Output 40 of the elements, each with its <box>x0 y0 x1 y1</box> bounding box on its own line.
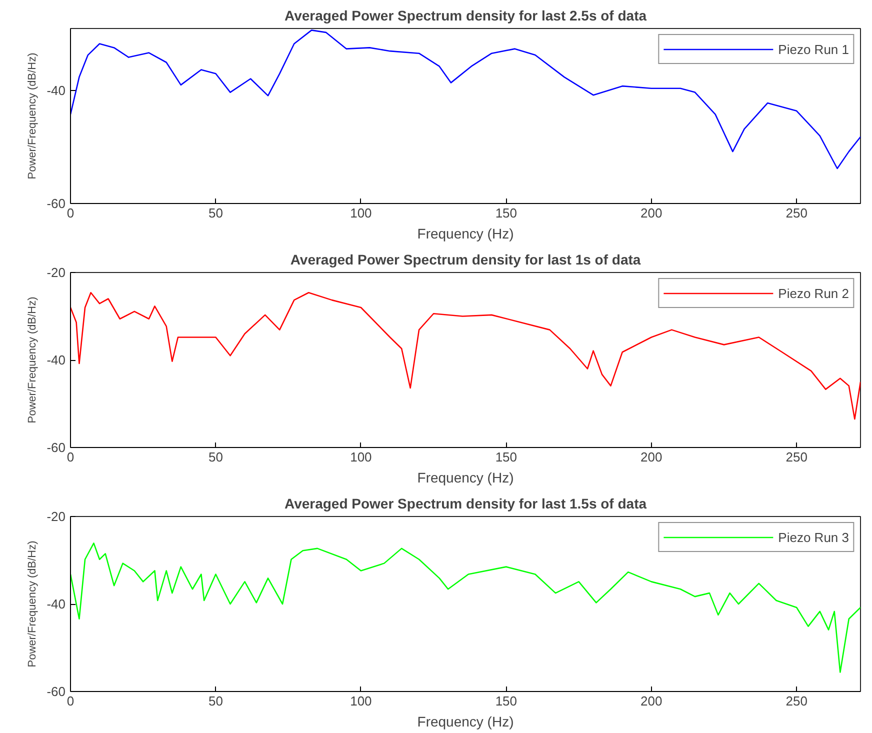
x-tick-label: 250 <box>786 206 808 220</box>
y-tick-label: -60 <box>46 440 66 455</box>
x-tick-label: 100 <box>350 206 372 220</box>
x-tick-label: 200 <box>640 450 662 464</box>
y-tick-label: -40 <box>46 83 66 98</box>
x-tick-label: 50 <box>208 206 223 220</box>
y-tick-label: -60 <box>46 196 66 211</box>
text: Piezo Run 1 <box>778 42 849 56</box>
chart-title: Averaged Power Spectrum density for last 2.5s of data <box>284 8 647 24</box>
x-tick-label: 0 <box>66 694 74 708</box>
x-tick-label: 0 <box>66 450 74 464</box>
y-tick-label: -20 <box>46 265 66 280</box>
text: Piezo Run 2 <box>778 286 849 300</box>
y-axis-title: Power/Frequency (dB/Hz) <box>26 540 39 668</box>
x-tick-label: 150 <box>495 206 518 220</box>
chart-title: Averaged Power Spectrum density for last 1s of data <box>290 252 641 268</box>
x-tick-label: 200 <box>640 206 662 220</box>
x-tick-label: 100 <box>350 450 372 464</box>
x-tick-label: 50 <box>208 450 223 464</box>
x-tick-label: 250 <box>786 450 808 464</box>
x-tick-label: 200 <box>640 694 662 708</box>
y-tick-label: -40 <box>46 352 66 368</box>
y-tick-label: -40 <box>46 596 66 612</box>
chart-title: Averaged Power Spectrum density for last 1.5s of data <box>284 496 647 512</box>
x-tick-label: 150 <box>495 694 518 708</box>
x-tick-label: 50 <box>208 694 223 708</box>
line-series <box>70 542 860 673</box>
x-tick-label: 0 <box>66 206 74 220</box>
line-series <box>70 30 860 170</box>
x-tick-label: 250 <box>786 694 808 708</box>
x-axis-title: Frequency (Hz) <box>417 470 514 486</box>
x-tick-label: 150 <box>495 450 518 464</box>
y-tick-label: -20 <box>46 509 66 524</box>
x-axis-title: Frequency (Hz) <box>417 714 514 730</box>
x-tick-label: 100 <box>350 694 372 708</box>
text: Piezo Run 3 <box>778 530 849 544</box>
y-axis-title: Power/Frequency (dB/Hz) <box>26 296 39 424</box>
y-tick-label: -60 <box>46 684 66 699</box>
y-axis-title: Power/Frequency (dB/Hz) <box>26 52 39 180</box>
x-axis-title: Frequency (Hz) <box>417 226 514 242</box>
